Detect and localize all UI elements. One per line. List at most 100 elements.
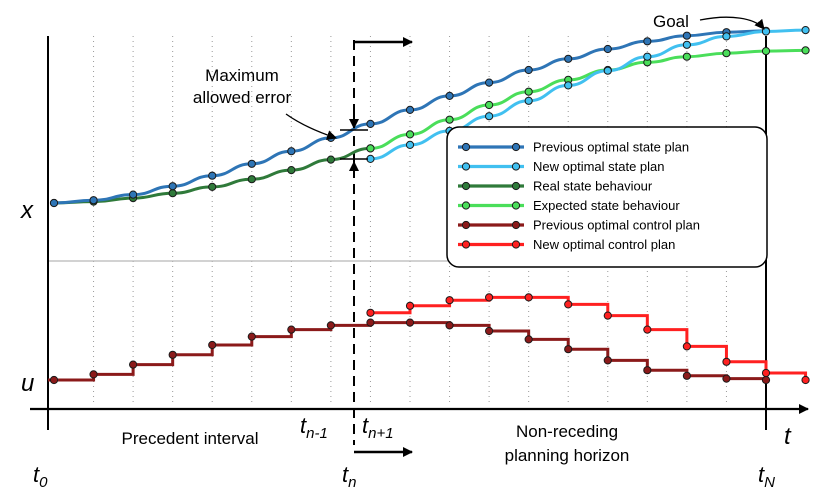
legend-swatch-marker — [461, 220, 471, 230]
new-control-point — [722, 357, 731, 366]
legend-swatch-marker — [511, 162, 521, 171]
prev-control-point — [761, 375, 771, 385]
new-control-point — [682, 342, 691, 351]
new-control-point — [485, 293, 494, 302]
legend-box — [446, 126, 768, 268]
new-control-point — [524, 293, 533, 302]
prev-control-point — [445, 321, 454, 330]
expected-state-point — [761, 47, 771, 56]
legend-label: Previous optimal state plan — [533, 140, 689, 155]
series-markers — [49, 26, 810, 385]
new-state-point — [682, 40, 691, 49]
prev-state-point — [564, 54, 573, 63]
new-state-point — [485, 112, 494, 121]
non-receding-label-line1: Non-receding — [516, 422, 618, 441]
prev-control-point — [643, 366, 652, 375]
prev-control-point — [129, 360, 138, 369]
legend-swatch-marker — [461, 181, 471, 191]
max-error-pointer — [285, 113, 337, 140]
expected-state-point — [445, 115, 454, 124]
max-error-label-line1: Maximum — [205, 66, 279, 85]
prev-control-point — [405, 318, 415, 327]
prev-state-point — [682, 31, 691, 40]
new-control-point — [801, 375, 810, 385]
new-control-point — [405, 301, 415, 310]
prev-control-point — [287, 325, 296, 334]
new-control-point — [445, 296, 454, 305]
real-state-point — [287, 166, 296, 175]
expected-state-line — [370, 48, 806, 150]
legend-swatch-marker — [511, 201, 521, 210]
legend-swatch-marker — [511, 142, 521, 152]
prev-control-point — [564, 345, 573, 354]
expected-state-point — [801, 46, 810, 55]
prev-state-point — [485, 78, 494, 87]
legend-label: New optimal control plan — [533, 237, 675, 252]
precedent-interval-label: Precedent interval — [121, 429, 258, 448]
prev-state-point — [208, 171, 217, 180]
legend: Previous optimal state plan New optimal s… — [446, 126, 768, 268]
control-axis-label: u — [21, 370, 34, 397]
expected-state-point — [682, 52, 691, 61]
real-state-point — [208, 182, 217, 191]
new-control-point — [643, 325, 652, 334]
real-state-point — [168, 189, 177, 198]
max-error-label-line2: allowed error — [193, 88, 292, 107]
legend-swatch-marker — [461, 240, 471, 249]
expected-state-point — [485, 100, 494, 110]
prev-control-point — [603, 356, 612, 365]
prev-state-point — [168, 182, 177, 191]
tick-tN: tN — [758, 462, 775, 491]
new-control-point — [761, 368, 771, 378]
legend-label: Real state behaviour — [533, 179, 653, 194]
prev-state-point — [366, 119, 375, 129]
prev-state-point — [603, 44, 612, 54]
tick-t0: t0 — [33, 462, 48, 491]
real-state-point — [247, 175, 256, 184]
tick-tn-minus-1: tn-1 — [300, 413, 328, 442]
legend-swatch-marker — [511, 181, 521, 191]
prev-state-point — [524, 65, 533, 75]
new-state-point — [603, 66, 612, 75]
prev-control-point — [89, 370, 98, 379]
new-control-point — [603, 311, 612, 320]
goal-label: Goal — [653, 12, 689, 31]
real-state-point — [326, 155, 335, 164]
non-receding-label-line2: planning horizon — [505, 446, 630, 465]
new-state-point — [643, 52, 652, 61]
legend-swatch-marker — [461, 142, 471, 152]
new-state-point — [564, 81, 573, 90]
legend-swatch-marker — [511, 220, 521, 230]
expected-state-point — [366, 144, 375, 153]
prev-state-point — [643, 37, 652, 46]
new-control-point — [564, 300, 573, 309]
state-axis-label: x — [20, 197, 34, 224]
legend-swatch-marker — [511, 240, 521, 249]
tick-tn: tn — [342, 462, 356, 491]
legend-label: New optimal state plan — [533, 159, 665, 174]
prev-control-point — [366, 318, 375, 327]
new-state-point — [801, 26, 810, 35]
prev-control-point — [485, 326, 494, 336]
prev-state-point — [287, 147, 296, 156]
prev-control-point — [326, 321, 335, 330]
expected-state-point — [722, 49, 731, 58]
prev-state-point — [247, 159, 256, 168]
prev-state-point — [49, 198, 59, 208]
prev-control-line — [48, 321, 768, 382]
prev-control-point — [49, 375, 59, 385]
legend-swatch-marker — [461, 201, 471, 210]
new-state-point — [524, 96, 533, 105]
prev-control-point — [247, 332, 256, 341]
time-axis-label: t — [784, 423, 792, 450]
tick-tn-plus-1: tn+1 — [362, 413, 394, 442]
legend-swatch-marker — [461, 162, 471, 171]
max-error-indicator — [340, 114, 368, 176]
prev-control-point — [682, 371, 691, 380]
prev-control-point — [722, 374, 731, 383]
prev-control-point — [524, 335, 533, 344]
prev-state-point — [129, 190, 138, 199]
new-state-line — [370, 28, 806, 161]
prev-state-point — [405, 105, 415, 115]
